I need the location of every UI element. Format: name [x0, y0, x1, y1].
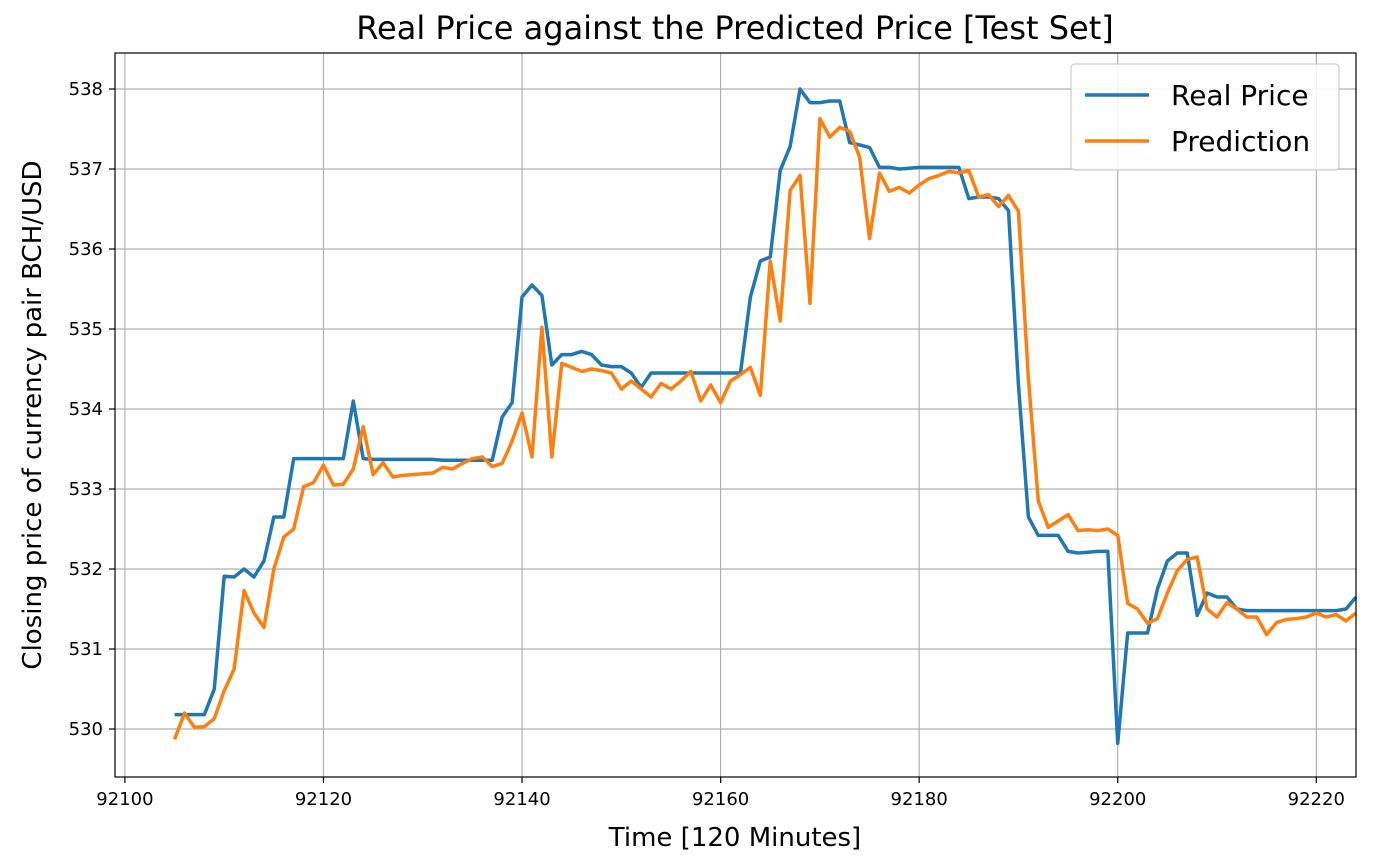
- plot-frame: [114, 52, 1357, 778]
- legend-box: [1070, 63, 1340, 171]
- x-axis-ticks: 92100 92120 92140 92160 92180 92200 92220: [96, 777, 1345, 810]
- legend: Real Price Prediction: [1070, 63, 1340, 171]
- y-tick-label: 537: [69, 159, 103, 180]
- series-line-prediction: [172, 116, 1358, 741]
- grid-lines: [115, 53, 1356, 777]
- legend-label-real-price: Real Price: [1171, 79, 1309, 112]
- y-axis-label: Closing price of currency pair BCH/USD: [18, 160, 48, 669]
- x-tick-label: 92200: [1089, 789, 1146, 810]
- x-tick-label: 92120: [295, 789, 352, 810]
- x-tick-label: 92100: [96, 789, 153, 810]
- series-layer: [172, 87, 1358, 746]
- x-tick-label: 92140: [493, 789, 550, 810]
- y-tick-label: 535: [69, 319, 103, 340]
- y-tick-label: 531: [69, 639, 103, 660]
- y-tick-label: 534: [69, 399, 103, 420]
- x-axis-label: Time [120 Minutes]: [608, 823, 861, 853]
- x-tick-label: 92180: [891, 789, 948, 810]
- series-line-real-price: [174, 87, 1358, 746]
- y-tick-label: 533: [69, 479, 103, 500]
- y-tick-label: 538: [69, 79, 103, 100]
- x-tick-label: 92220: [1288, 789, 1345, 810]
- chart-title: Real Price against the Predicted Price […: [356, 9, 1114, 47]
- legend-label-prediction: Prediction: [1171, 125, 1310, 158]
- y-tick-label: 532: [69, 559, 103, 580]
- x-tick-label: 92160: [692, 789, 749, 810]
- y-tick-label: 530: [69, 719, 103, 740]
- y-tick-label: 536: [69, 239, 103, 260]
- y-axis-ticks: 530 531 532 533 534 535 536 537 538: [69, 79, 115, 740]
